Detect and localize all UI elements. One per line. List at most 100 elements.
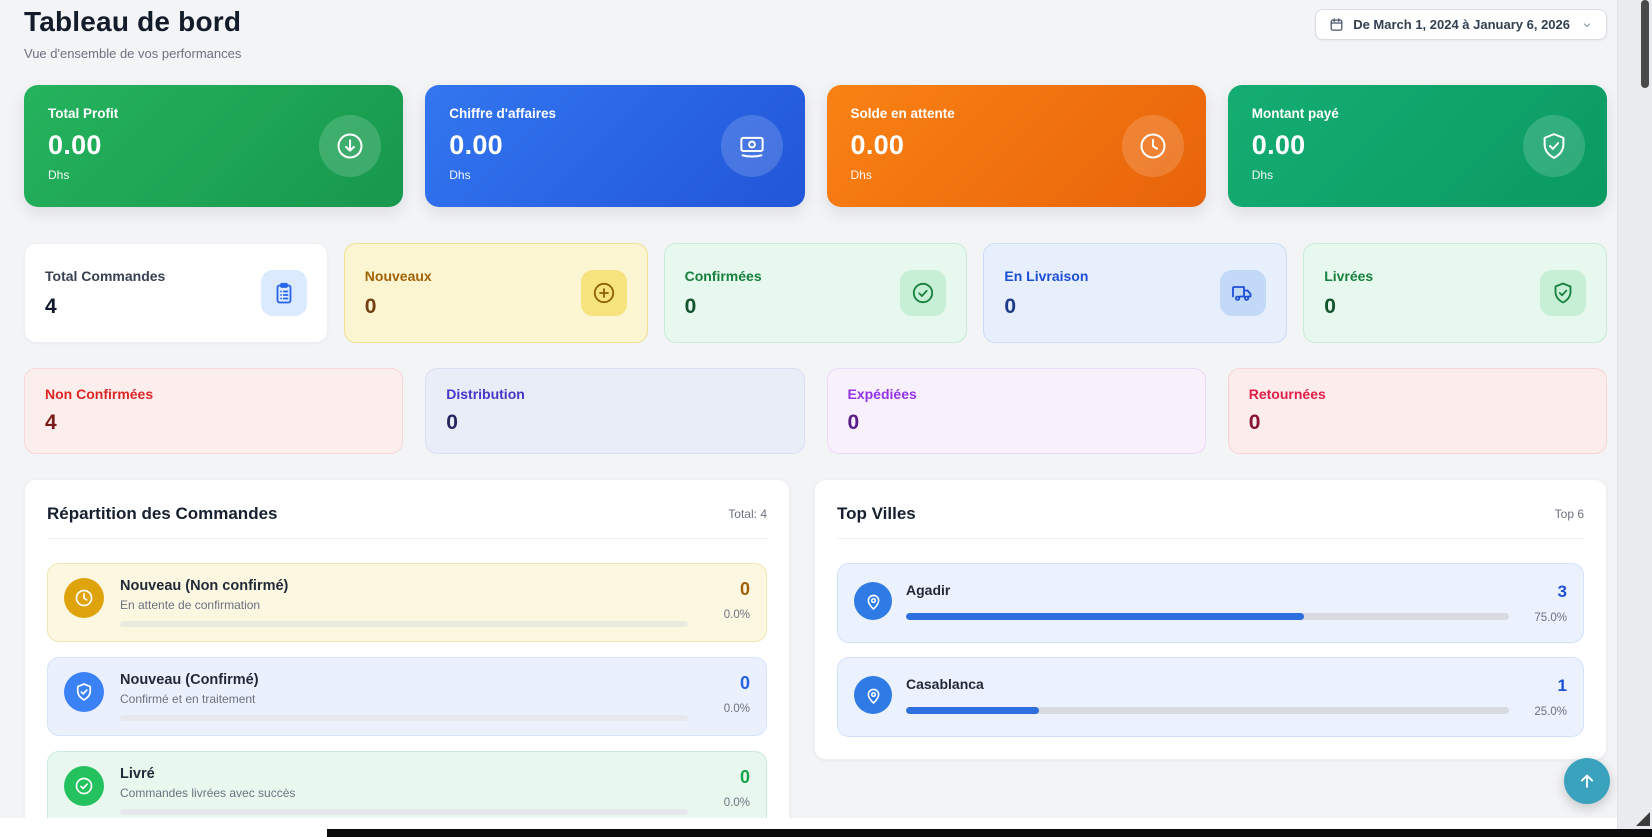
kpi-card-total-profit: Total Profit 0.00 Dhs [24, 85, 404, 207]
kpi-label: Montant payé [1251, 106, 1339, 121]
progress-fill [906, 707, 1039, 714]
calendar-icon [1329, 17, 1344, 32]
vertical-scrollbar-thumb[interactable] [1641, 0, 1649, 88]
kpi-value: 0.00 [449, 130, 503, 160]
stat-value: 0 [1004, 294, 1017, 318]
vertical-scrollbar-track[interactable] [1617, 0, 1652, 829]
kpi-value: 0.00 [850, 130, 905, 160]
panel-header: Répartition des Commandes Total: 4 [47, 480, 767, 539]
kpi-unit: Dhs [48, 168, 70, 182]
panel-repartition-commandes: Répartition des Commandes Total: 4 Nouve… [24, 479, 790, 818]
map-pin-icon [854, 676, 892, 714]
order-stats-row: Total Commandes 4 Nouveaux 0 Confirmée [24, 243, 1607, 343]
check-circle-icon [900, 270, 947, 316]
item-name: Nouveau (Non confirmé) [120, 578, 289, 594]
mini-label: Distribution [446, 386, 525, 402]
progress-track [120, 715, 688, 721]
item-value: 0 [739, 579, 750, 599]
panel-title: Répartition des Commandes [47, 504, 278, 523]
stat-value: 4 [45, 294, 57, 318]
progress-fill [906, 613, 1304, 620]
item-description: En attente de confirmation [120, 598, 261, 612]
kpi-unit: Dhs [449, 168, 471, 182]
plus-circle-icon [580, 270, 627, 316]
stat-label: Confirmées [684, 267, 762, 284]
city-percent: 25.0% [1534, 706, 1567, 718]
progress-track [906, 613, 1509, 620]
city-name: Casablanca [906, 676, 984, 692]
kpi-unit: Dhs [1251, 168, 1274, 182]
item-percent: 0.0% [723, 609, 750, 621]
banknotes-icon [720, 115, 783, 177]
kpi-value: 0.00 [1251, 130, 1306, 160]
scroll-to-top-button[interactable] [1564, 758, 1610, 804]
horizontal-scrollbar-thumb[interactable] [327, 829, 1652, 837]
bottom-gutter [0, 818, 1617, 829]
city-value: 1 [1557, 676, 1567, 695]
stat-card-confirmees: Confirmées 0 [663, 243, 968, 343]
page-header: Tableau de bord Vue d'ensemble de vos pe… [24, 0, 1607, 68]
repartition-list: Nouveau (Non confirmé) En attente de con… [47, 563, 767, 818]
stat-label: Nouveaux [364, 267, 432, 284]
stat-value: 0 [364, 294, 377, 318]
city-percent: 75.0% [1534, 612, 1567, 624]
stat-label: Livrées [1324, 267, 1374, 284]
map-pin-icon [854, 582, 892, 620]
kpi-cards-row: Total Profit 0.00 Dhs Chiffre d'affaires… [24, 85, 1607, 207]
kpi-label: Total Profit [48, 106, 119, 121]
list-item-nouveau-non-confirme: Nouveau (Non confirmé) En attente de con… [47, 563, 767, 642]
list-item-agadir: Agadir 3 75.0% [837, 563, 1584, 643]
panel-total-label: Total: 4 [728, 507, 767, 521]
item-percent: 0.0% [723, 703, 750, 715]
item-description: Confirmé et en traitement [120, 692, 256, 706]
mini-value: 0 [446, 411, 458, 434]
item-name: Livré [120, 766, 155, 782]
stat-value: 0 [1324, 294, 1336, 318]
panel-title: Top Villes [837, 504, 916, 523]
city-name: Agadir [906, 582, 951, 598]
shield-check-icon [1523, 115, 1585, 177]
mini-card-distribution: Distribution 0 [425, 368, 805, 454]
truck-icon [1220, 270, 1267, 316]
list-item-livre: Livré Commandes livrées avec succès 0 0.… [47, 751, 767, 818]
arrow-down-circle-icon [319, 115, 382, 177]
kpi-unit: Dhs [850, 168, 872, 182]
check-circle-icon [64, 766, 104, 806]
clock-icon [64, 578, 104, 618]
kpi-card-solde-en-attente: Solde en attente 0.00 Dhs [826, 85, 1206, 207]
dashboard-page: Tableau de bord Vue d'ensemble de vos pe… [0, 0, 1617, 818]
stat-value: 0 [684, 294, 697, 318]
item-value: 0 [739, 767, 750, 787]
chevron-down-icon [1581, 19, 1593, 31]
page-title: Tableau de bord [24, 6, 242, 37]
stat-card-en-livraison: En Livraison 0 [983, 243, 1288, 343]
mini-value: 4 [45, 411, 57, 434]
panel-badge: Top 6 [1554, 507, 1584, 521]
kpi-value: 0.00 [48, 130, 102, 160]
item-value: 0 [739, 673, 750, 693]
page-subtitle: Vue d'ensemble de vos performances [24, 46, 242, 61]
kpi-label: Chiffre d'affaires [449, 106, 556, 121]
item-percent: 0.0% [723, 797, 750, 809]
list-item-casablanca: Casablanca 1 25.0% [837, 657, 1584, 737]
shield-check-icon [64, 672, 104, 712]
mini-card-non-confirmees: Non Confirmées 4 [24, 368, 404, 454]
mini-value: 0 [1248, 411, 1261, 434]
mini-card-retournees: Retournées 0 [1227, 368, 1607, 454]
item-name: Nouveau (Confirmé) [120, 672, 259, 688]
progress-track [120, 809, 688, 815]
mini-label: Expédiées [847, 386, 917, 402]
mini-card-expediees: Expédiées 0 [826, 368, 1206, 454]
list-item-nouveau-confirme: Nouveau (Confirmé) Confirmé et en traite… [47, 657, 767, 736]
date-range-selector[interactable]: De March 1, 2024 à January 6, 2026 [1315, 9, 1607, 40]
clock-icon [1121, 115, 1184, 177]
mini-label: Non Confirmées [45, 386, 154, 402]
kpi-card-chiffre-affaires: Chiffre d'affaires 0.00 Dhs [425, 85, 805, 207]
mini-value: 0 [847, 411, 860, 434]
city-value: 3 [1557, 582, 1567, 601]
stat-label: En Livraison [1004, 267, 1089, 284]
stat-card-total-commandes: Total Commandes 4 [24, 243, 328, 343]
kpi-card-montant-paye: Montant payé 0.00 Dhs [1227, 85, 1607, 207]
panel-top-villes: Top Villes Top 6 Agadir [814, 479, 1607, 760]
shield-check-icon [1539, 270, 1586, 316]
